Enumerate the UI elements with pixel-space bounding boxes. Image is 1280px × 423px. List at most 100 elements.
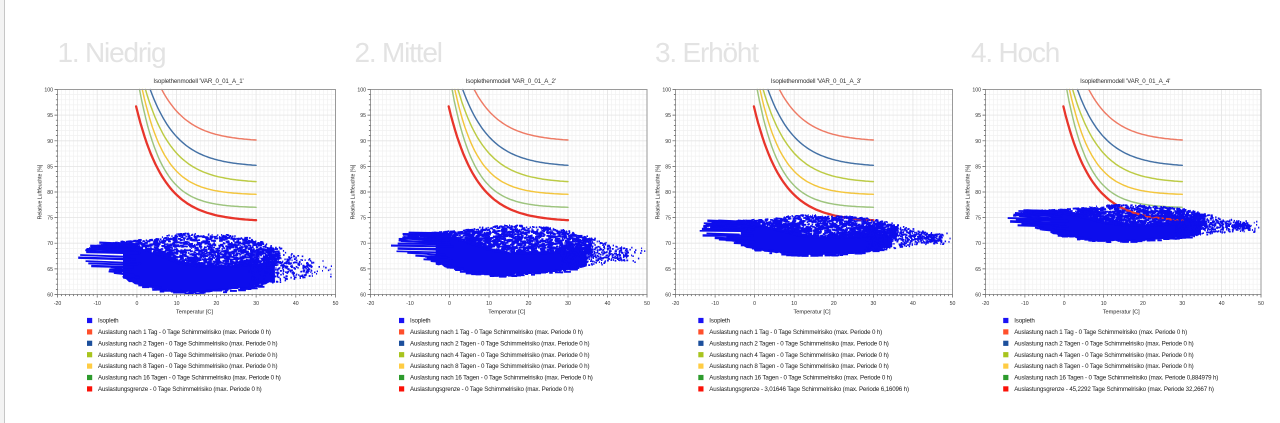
svg-text:Temperatur [C]: Temperatur [C] (1103, 310, 1140, 316)
svg-text:85: 85 (665, 164, 671, 170)
svg-text:0: 0 (135, 301, 138, 307)
svg-text:10: 10 (791, 301, 797, 307)
svg-text:Temperatur [C]: Temperatur [C] (488, 310, 525, 316)
svg-text:Isoplethenmodell 'VAR_0_01_A_4: Isoplethenmodell 'VAR_0_01_A_4' (1080, 78, 1170, 85)
svg-text:90: 90 (360, 139, 366, 145)
svg-text:95: 95 (47, 113, 53, 119)
svg-text:Auslastung nach 8 Tagen - 0 Ta: Auslastung nach 8 Tagen - 0 Tage Schimme… (1014, 363, 1193, 370)
svg-text:30: 30 (565, 301, 571, 307)
svg-text:Auslastung nach 1 Tag - 0 Tage: Auslastung nach 1 Tag - 0 Tage Schimmelr… (410, 329, 583, 336)
svg-text:40: 40 (1219, 301, 1225, 307)
svg-text:20: 20 (831, 301, 837, 307)
svg-text:30: 30 (871, 301, 877, 307)
svg-text:Isoplethenmodell 'VAR_0_01_A_2: Isoplethenmodell 'VAR_0_01_A_2' (466, 78, 556, 85)
svg-text:-10: -10 (711, 301, 719, 307)
svg-text:70: 70 (360, 241, 366, 247)
svg-text:85: 85 (360, 164, 366, 170)
svg-text:70: 70 (47, 241, 53, 247)
svg-text:85: 85 (975, 164, 981, 170)
svg-text:Auslastung nach 1 Tag - 0 Tage: Auslastung nach 1 Tag - 0 Tage Schimmelr… (98, 329, 271, 336)
svg-text:Auslastung nach 8 Tagen - 0 Ta: Auslastung nach 8 Tagen - 0 Tage Schimme… (410, 363, 589, 370)
svg-text:20: 20 (1140, 301, 1146, 307)
svg-text:95: 95 (360, 113, 366, 119)
svg-text:-20: -20 (672, 301, 680, 307)
svg-text:Auslastung nach 1 Tag - 0 Tage: Auslastung nach 1 Tag - 0 Tage Schimmelr… (1014, 329, 1187, 336)
svg-text:90: 90 (47, 139, 53, 145)
svg-text:60: 60 (975, 293, 981, 299)
svg-text:50: 50 (333, 301, 339, 307)
svg-text:10: 10 (174, 301, 180, 307)
svg-text:Isopleth: Isopleth (410, 318, 431, 325)
svg-text:Auslastung nach 4 Tagen - 0 Ta: Auslastung nach 4 Tagen - 0 Tage Schimme… (410, 352, 589, 359)
svg-text:Relative Luftfeuchte [%]: Relative Luftfeuchte [%] (350, 164, 356, 219)
svg-text:Auslastung nach 16 Tagen - 0 T: Auslastung nach 16 Tagen - 0 Tage Schimm… (1014, 375, 1218, 382)
svg-text:Isopleth: Isopleth (709, 318, 730, 325)
svg-text:Auslastungsgrenze - 3,01646 Ta: Auslastungsgrenze - 3,01646 Tage Schimme… (709, 386, 909, 393)
svg-text:85: 85 (47, 164, 53, 170)
svg-text:90: 90 (975, 139, 981, 145)
svg-text:75: 75 (360, 216, 366, 222)
svg-text:Auslastung nach 4 Tagen - 0 Ta: Auslastung nach 4 Tagen - 0 Tage Schimme… (1014, 352, 1193, 359)
svg-text:Auslastung nach 2 Tagen - 0 Ta: Auslastung nach 2 Tagen - 0 Tage Schimme… (410, 340, 589, 347)
svg-text:100: 100 (357, 88, 366, 94)
svg-text:50: 50 (1258, 301, 1264, 307)
svg-text:75: 75 (975, 216, 981, 222)
svg-text:Relative Luftfeuchte [%]: Relative Luftfeuchte [%] (965, 164, 971, 219)
svg-text:90: 90 (665, 139, 671, 145)
svg-text:-20: -20 (367, 301, 375, 307)
svg-text:80: 80 (360, 190, 366, 196)
svg-text:60: 60 (360, 293, 366, 299)
svg-text:30: 30 (253, 301, 259, 307)
svg-text:30: 30 (1179, 301, 1185, 307)
svg-text:-20: -20 (982, 301, 990, 307)
svg-text:100: 100 (44, 88, 53, 94)
svg-text:70: 70 (665, 241, 671, 247)
svg-text:-10: -10 (1021, 301, 1029, 307)
svg-text:Auslastung nach 2 Tagen - 0 Ta: Auslastung nach 2 Tagen - 0 Tage Schimme… (1014, 340, 1193, 347)
svg-text:Auslastungsgrenze - 45,2292 Ta: Auslastungsgrenze - 45,2292 Tage Schimme… (1014, 386, 1214, 393)
svg-text:80: 80 (47, 190, 53, 196)
svg-text:Temperatur [C]: Temperatur [C] (794, 310, 831, 316)
svg-text:Auslastungsgrenze - 0 Tage Sch: Auslastungsgrenze - 0 Tage Schimmelrisik… (410, 386, 574, 393)
svg-text:80: 80 (975, 190, 981, 196)
svg-text:50: 50 (950, 301, 956, 307)
svg-text:10: 10 (1101, 301, 1107, 307)
svg-text:65: 65 (975, 267, 981, 273)
svg-text:Isopleth: Isopleth (98, 318, 119, 325)
svg-text:70: 70 (975, 241, 981, 247)
svg-text:-10: -10 (93, 301, 101, 307)
svg-text:80: 80 (665, 190, 671, 196)
svg-text:65: 65 (360, 267, 366, 273)
svg-text:40: 40 (293, 301, 299, 307)
svg-text:Relative Luftfeuchte [%]: Relative Luftfeuchte [%] (655, 164, 661, 219)
svg-text:0: 0 (448, 301, 451, 307)
svg-text:95: 95 (665, 113, 671, 119)
svg-text:Auslastung nach 16 Tagen - 0 T: Auslastung nach 16 Tagen - 0 Tage Schimm… (709, 375, 892, 382)
svg-text:100: 100 (662, 88, 671, 94)
svg-text:95: 95 (975, 113, 981, 119)
svg-text:40: 40 (605, 301, 611, 307)
svg-text:60: 60 (665, 293, 671, 299)
svg-text:Auslastung nach 8 Tagen - 0 Ta: Auslastung nach 8 Tagen - 0 Tage Schimme… (98, 363, 277, 370)
svg-text:0: 0 (753, 301, 756, 307)
svg-text:Auslastung nach 2 Tagen - 0 Ta: Auslastung nach 2 Tagen - 0 Tage Schimme… (709, 340, 888, 347)
svg-text:40: 40 (910, 301, 916, 307)
svg-text:50: 50 (644, 301, 650, 307)
svg-text:0: 0 (1063, 301, 1066, 307)
svg-text:Auslastung nach 2 Tagen - 0 Ta: Auslastung nach 2 Tagen - 0 Tage Schimme… (98, 340, 277, 347)
svg-text:75: 75 (665, 216, 671, 222)
svg-text:Isoplethenmodell 'VAR_0_01_A_1: Isoplethenmodell 'VAR_0_01_A_1' (153, 78, 243, 85)
svg-text:Auslastung nach 4 Tagen - 0 Ta: Auslastung nach 4 Tagen - 0 Tage Schimme… (709, 352, 888, 359)
svg-text:-20: -20 (54, 301, 62, 307)
svg-text:Relative Luftfeuchte [%]: Relative Luftfeuchte [%] (37, 164, 43, 219)
svg-text:60: 60 (47, 293, 53, 299)
svg-text:Auslastungsgrenze - 0 Tage Sch: Auslastungsgrenze - 0 Tage Schimmelrisik… (98, 386, 262, 393)
svg-text:Auslastung nach 1 Tag - 0 Tage: Auslastung nach 1 Tag - 0 Tage Schimmelr… (709, 329, 882, 336)
svg-text:Temperatur [C]: Temperatur [C] (176, 310, 213, 316)
svg-text:100: 100 (972, 88, 981, 94)
svg-text:Isoplethenmodell 'VAR_0_01_A_3: Isoplethenmodell 'VAR_0_01_A_3' (771, 78, 861, 85)
svg-text:-10: -10 (406, 301, 414, 307)
svg-text:75: 75 (47, 216, 53, 222)
svg-text:Auslastung nach 16 Tagen - 0 T: Auslastung nach 16 Tagen - 0 Tage Schimm… (98, 375, 281, 382)
svg-text:Auslastung nach 8 Tagen - 0 Ta: Auslastung nach 8 Tagen - 0 Tage Schimme… (709, 363, 888, 370)
